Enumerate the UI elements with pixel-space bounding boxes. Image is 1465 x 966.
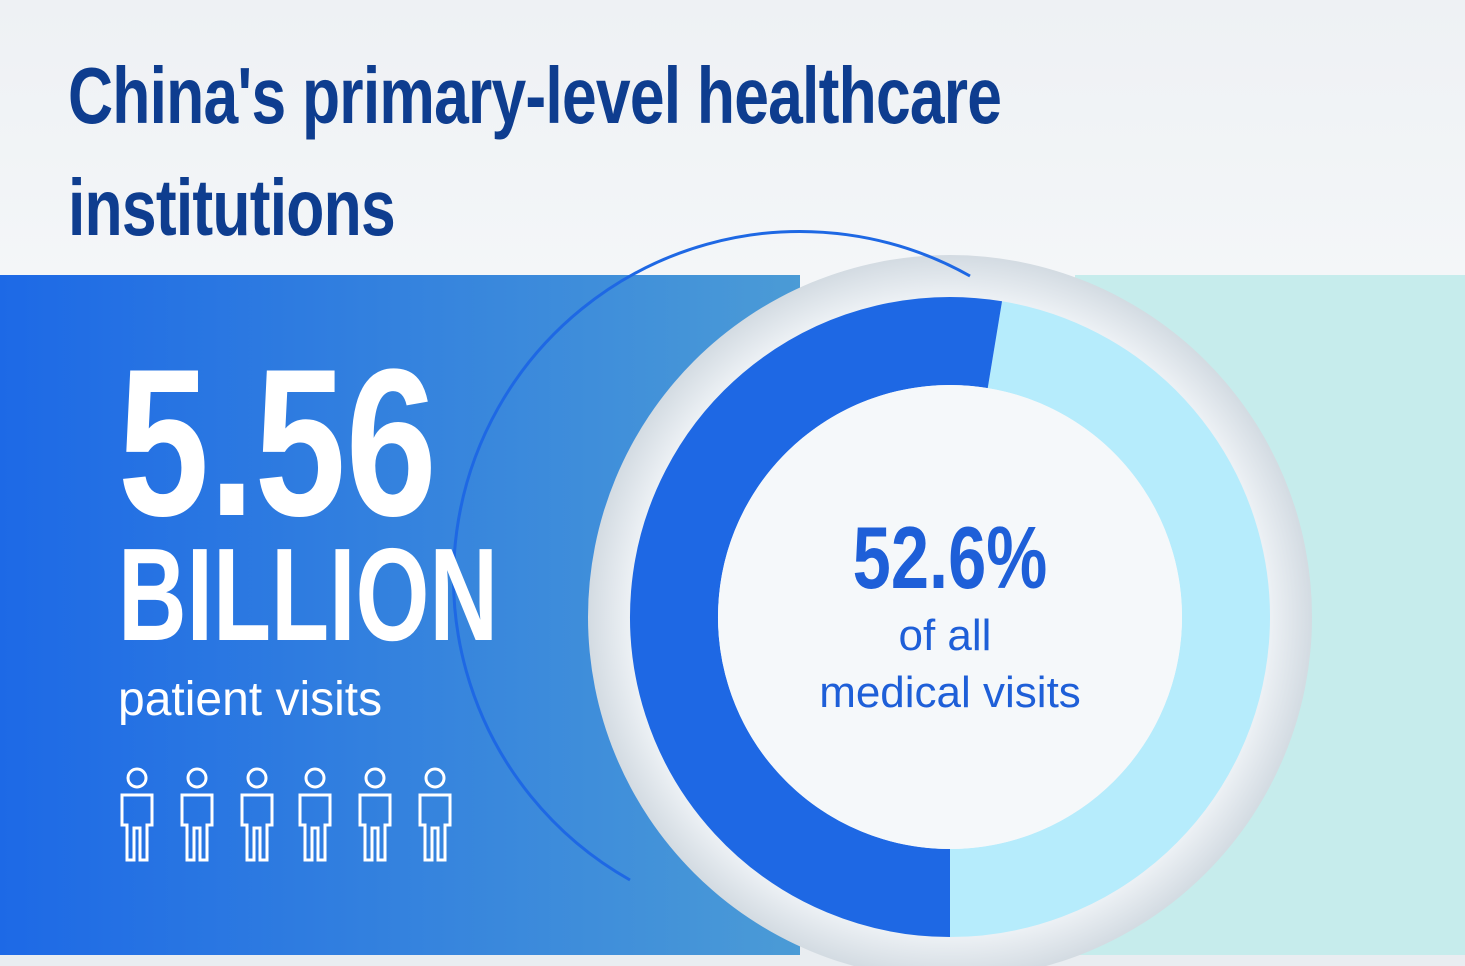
donut: [630, 297, 1270, 937]
donut-value-label: 52.6%: [853, 509, 1048, 607]
accent-arc: [451, 229, 971, 882]
stat-unit: BILLION: [118, 522, 498, 669]
donut-segment: [630, 297, 1002, 937]
stat-value: 5.56: [118, 325, 437, 559]
caption-line: of all: [899, 611, 992, 660]
title: China's primary-level healthcare institu…: [68, 51, 1002, 252]
caption-line: medical visits: [819, 668, 1081, 717]
donut-remainder: [949, 301, 1270, 937]
donut-hole: [718, 385, 1182, 849]
people-icons: [120, 767, 452, 862]
stat-label: patient visits: [118, 673, 382, 726]
